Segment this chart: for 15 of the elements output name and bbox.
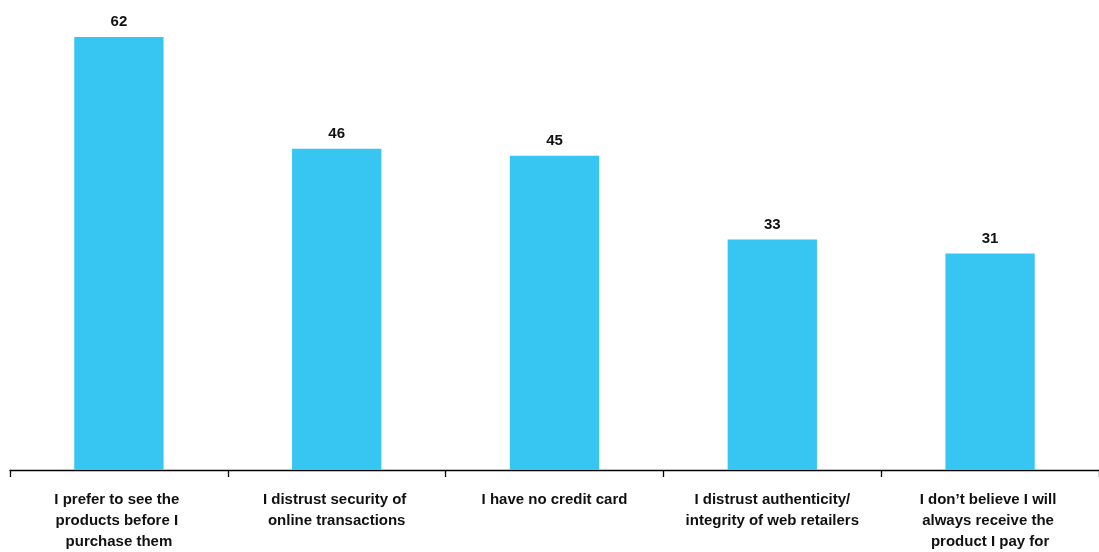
x-tick-label: I have no credit card [481, 490, 628, 507]
bar [727, 239, 817, 470]
x-tick-label: I distrust security of online transactions [262, 490, 411, 528]
data-label: 45 [546, 130, 563, 148]
x-tick-label: I distrust authenticity/integrity of web retailers [685, 490, 859, 528]
data-label: 46 [328, 123, 346, 141]
data-label: 31 [981, 228, 999, 246]
data-label: 33 [763, 214, 781, 232]
x-tick-label: I don’t believe I will always receive the product I pay for [919, 490, 1061, 549]
bar [509, 155, 600, 470]
bar [74, 37, 164, 470]
data-label: 62 [110, 12, 128, 29]
bar [945, 253, 1035, 470]
bar [292, 148, 382, 470]
x-tick-label: I prefer to see the products before I purchase them [54, 490, 184, 549]
